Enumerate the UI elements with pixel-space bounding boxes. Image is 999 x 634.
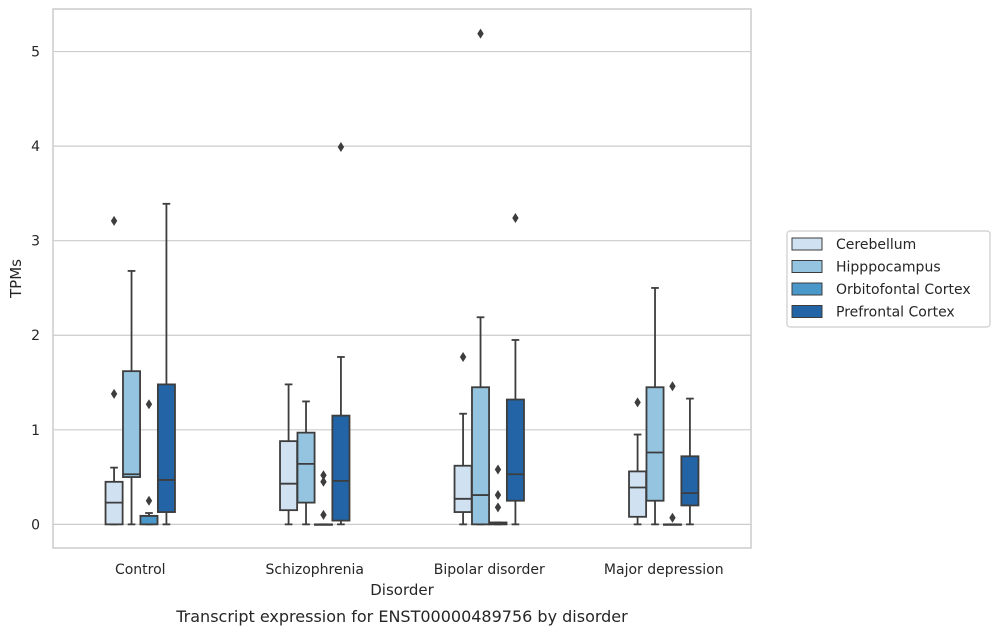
legend: Cerebellum Hipppocampus Orbitofontal Corte…	[786, 230, 991, 328]
y-tick-label-0: 0	[31, 517, 40, 533]
legend-item-3: Prefrontal Cortex	[791, 305, 955, 321]
plot-frame	[52, 8, 752, 549]
outlier-point	[110, 215, 118, 226]
outlier-point	[669, 512, 676, 523]
x-tick-labels: Control Schizophrenia Bipolar disorder Majo…	[115, 562, 724, 578]
box-3-0	[628, 397, 648, 526]
legend-label: Prefrontal Cortex	[836, 305, 955, 321]
legend-swatch	[791, 260, 823, 273]
box-iqr	[279, 440, 299, 512]
x-tick-label-3: Major depression	[604, 562, 724, 578]
outlier-point	[494, 490, 502, 501]
outlier-point	[634, 397, 641, 408]
outlier-point	[145, 399, 153, 410]
outlier-point	[320, 476, 327, 487]
legend-label: Orbitofontal Cortex	[836, 282, 971, 298]
box-iqr	[331, 414, 351, 522]
x-tick-label-2: Bipolar disorder	[434, 562, 545, 578]
legend-swatch	[791, 282, 823, 296]
y-tick-label-4: 4	[31, 139, 40, 155]
box-iqr	[471, 386, 490, 526]
box-iqr	[645, 386, 665, 502]
outlier-point	[320, 509, 327, 520]
outlier-point	[110, 388, 118, 399]
box-iqr	[296, 431, 316, 504]
y-tick-label-5: 5	[31, 45, 40, 61]
legend-label: Cerebellum	[836, 237, 916, 253]
y-tick-label-3: 3	[31, 234, 40, 250]
outlier-point	[494, 502, 502, 513]
box-iqr	[628, 470, 648, 518]
outlier-point	[337, 142, 345, 153]
box-1-2	[314, 470, 333, 526]
outlier-point	[145, 495, 153, 506]
box-iqr	[139, 514, 159, 526]
box-2-2	[488, 464, 508, 526]
y-tick-labels: 0 1 2 3 4 5	[31, 45, 40, 534]
box-iqr	[680, 455, 700, 507]
y-axis-label: TPMs	[7, 259, 25, 299]
legend-swatch	[791, 237, 823, 251]
box-0-0	[104, 215, 124, 526]
box-iqr	[122, 370, 141, 478]
legend-item-1: Hipppocampus	[791, 260, 941, 276]
box-3-2	[663, 381, 682, 526]
box-iqr	[453, 464, 473, 513]
chart-caption: Transcript expression for ENST0000048975…	[175, 607, 628, 626]
box-0-2	[139, 399, 159, 526]
outlier-point	[477, 28, 484, 39]
y-tick-label-2: 2	[31, 328, 40, 344]
box-2-0	[453, 351, 473, 526]
y-tick-label-1: 1	[31, 423, 40, 439]
box-iqr	[505, 398, 525, 502]
box-0-1	[122, 270, 141, 526]
outlier-point	[494, 464, 502, 475]
outlier-point	[459, 351, 467, 362]
box-iqr	[156, 383, 176, 513]
box-3-3	[680, 397, 700, 526]
legend-swatch	[791, 305, 823, 318]
legend-item-0: Cerebellum	[791, 237, 916, 253]
legend-label: Hipppocampus	[836, 260, 941, 276]
box-2-3	[505, 212, 525, 526]
x-axis-label: Disorder	[370, 581, 434, 599]
box-3-1	[645, 287, 665, 526]
box-2-1	[471, 28, 490, 526]
box-0-3	[156, 202, 176, 526]
x-tick-label-1: Schizophrenia	[266, 562, 364, 578]
legend-item-2: Orbitofontal Cortex	[791, 282, 971, 298]
outlier-point	[320, 470, 327, 481]
legend-frame	[786, 230, 991, 328]
x-tick-label-0: Control	[115, 562, 166, 578]
box-1-3	[331, 142, 351, 526]
box-1-1	[296, 400, 316, 526]
boxes	[104, 28, 700, 526]
outlier-point	[669, 381, 676, 392]
outlier-point	[512, 212, 519, 223]
